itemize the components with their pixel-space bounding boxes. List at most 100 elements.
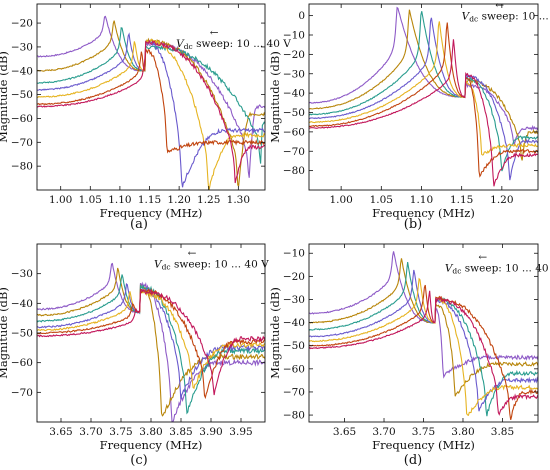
x-tick-label: 1.10 [108, 194, 131, 206]
x-tick-label: 3.95 [229, 426, 252, 438]
x-tick-label: 1.10 [410, 194, 433, 206]
series-line-3 [309, 17, 538, 181]
sweep-annotation: Vdc sweep: 10 ... 40 V [445, 263, 550, 276]
x-tick-label: 3.65 [333, 426, 356, 438]
x-tick-label: 3.75 [109, 426, 132, 438]
y-tick-label: −50 [11, 328, 33, 340]
y-tick-label: −30 [283, 294, 305, 306]
y-tick-label: −30 [11, 41, 33, 53]
y-axis-title: Magnitude (dB) [268, 287, 282, 379]
x-tick-label: 3.70 [79, 426, 102, 438]
plot-frame [308, 3, 539, 191]
y-tick-label: −50 [11, 89, 33, 101]
y-tick-label: −20 [283, 271, 305, 283]
x-tick-label: 1.20 [167, 194, 190, 206]
series-line-6 [37, 288, 265, 396]
y-tick-label: −60 [283, 126, 305, 138]
y-tick-label: −70 [283, 386, 305, 398]
panel-label: (d) [404, 453, 422, 468]
y-tick-label: −30 [283, 68, 305, 80]
sweep-annotation: Vdc sweep: 10 ... 40 V [176, 38, 291, 51]
series-line-4 [309, 277, 538, 416]
x-tick-label: 1.30 [227, 194, 250, 206]
y-tick-label: −50 [283, 107, 305, 119]
series-line-2 [309, 262, 538, 417]
series-line-5 [309, 22, 538, 178]
series-line-2 [37, 274, 265, 415]
sweep-arrow: ← [210, 27, 219, 39]
series-line-1 [309, 9, 538, 161]
x-tick-label: 1.00 [49, 194, 72, 206]
panel-label: (a) [130, 217, 148, 232]
x-tick-label: 3.75 [412, 426, 435, 438]
series-line-2 [37, 27, 265, 164]
sweep-arrow: ← [495, 0, 504, 12]
x-tick-label: 1.25 [197, 194, 220, 206]
x-axis-title: Frequency (MHz) [100, 206, 203, 220]
x-tick-label: 3.85 [169, 426, 192, 438]
y-tick-label: −80 [11, 161, 33, 173]
series-line-0 [309, 6, 538, 146]
y-tick-label: −20 [11, 18, 33, 30]
chart-panel-3: 3.65 3.70 3.75 3.80 3.85 −10 −20 −30 −40 −50 −60 −7… [268, 243, 550, 468]
y-tick-label: −40 [11, 298, 33, 310]
series-line-6 [309, 290, 538, 416]
x-tick-label: 1.15 [138, 194, 161, 206]
series-line-6 [309, 39, 538, 187]
y-tick-label: −70 [11, 137, 33, 149]
x-tick-label: 1.00 [329, 194, 352, 206]
series-line-1 [309, 258, 538, 397]
y-tick-label: −30 [11, 268, 33, 280]
x-tick-label: 3.85 [491, 426, 514, 438]
x-tick-label: 1.20 [490, 194, 513, 206]
x-tick-label: 1.15 [450, 194, 473, 206]
series-line-5 [309, 284, 538, 420]
sweep-arrow: ← [188, 248, 197, 260]
series-line-2 [309, 11, 538, 172]
series-line-0 [37, 262, 265, 422]
x-tick-label: 3.80 [139, 426, 162, 438]
y-tick-label: −60 [11, 113, 33, 125]
series-line-3 [309, 269, 538, 412]
series-line-4 [37, 38, 265, 190]
y-tick-label: −60 [283, 363, 305, 375]
chart-panel-2: 3.65 3.70 3.75 3.80 3.85 3.90 3.95 −30 −40 −50 −60… [0, 243, 269, 468]
panel-label: (c) [130, 453, 147, 468]
y-axis-title: Magnitude (dB) [268, 51, 282, 143]
x-tick-label: 3.70 [372, 426, 395, 438]
y-tick-label: −70 [283, 146, 305, 158]
y-tick-label: −60 [11, 357, 33, 369]
x-axis-title: Frequency (MHz) [372, 438, 475, 452]
series-line-6 [37, 39, 265, 184]
y-tick-label: −10 [283, 30, 305, 42]
x-tick-label: 3.80 [451, 426, 474, 438]
panel-label: (b) [404, 217, 422, 232]
y-tick-label: −20 [283, 49, 305, 61]
sweep-annotation: Vdc sweep: 10 ... 40 V [462, 11, 550, 24]
y-tick-label: −40 [283, 88, 305, 100]
chart-panel-0: 1.00 1.05 1.10 1.15 1.20 1.25 1.30 −20 −30 −40 −50… [0, 3, 291, 232]
series-line-1 [37, 20, 265, 187]
chart-panel-1: 1.00 1.05 1.10 1.15 1.20 0 −10 −20 −30 −40 −50 −60 −… [268, 0, 550, 232]
y-tick-label: −10 [283, 248, 305, 260]
sweep-arrow: ← [478, 252, 487, 264]
y-tick-label: 0 [298, 10, 305, 22]
y-axis-title: Magnitude (dB) [0, 51, 10, 143]
y-axis-title: Magnitude (dB) [0, 287, 10, 379]
series-line-5 [37, 48, 265, 154]
series-line-0 [37, 15, 265, 178]
series-line-1 [37, 267, 265, 417]
y-tick-label: −70 [11, 387, 33, 399]
y-tick-label: −40 [11, 65, 33, 77]
x-tick-label: 3.65 [49, 426, 72, 438]
y-tick-label: −40 [283, 317, 305, 329]
x-axis-title: Frequency (MHz) [372, 206, 475, 220]
y-tick-label: −80 [283, 410, 305, 422]
x-tick-label: 1.05 [79, 194, 102, 206]
y-tick-label: −80 [283, 165, 305, 177]
x-tick-label: 3.90 [199, 426, 222, 438]
series-line-5 [37, 288, 265, 400]
x-axis-title: Frequency (MHz) [100, 438, 203, 452]
sweep-annotation: Vdc sweep: 10 ... 40 V [154, 259, 269, 272]
